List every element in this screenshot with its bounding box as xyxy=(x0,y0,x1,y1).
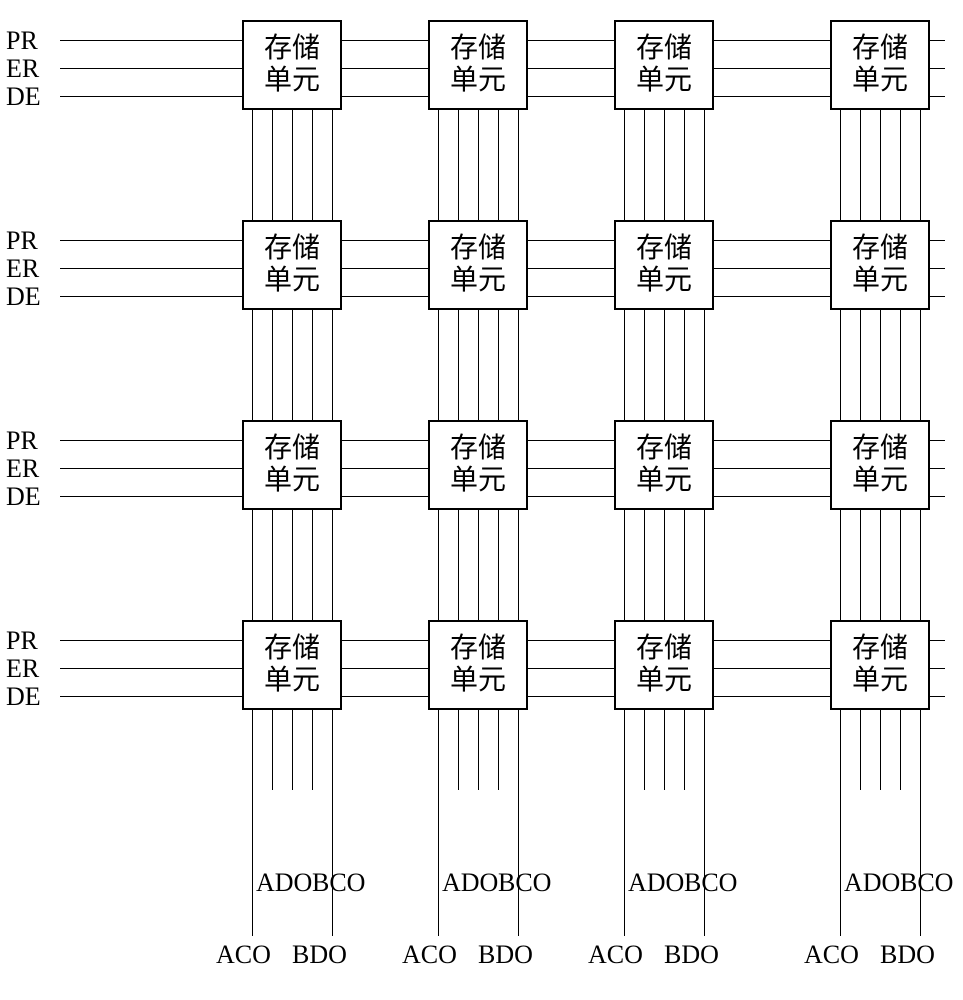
cell-label-line1: 存储 xyxy=(636,33,692,65)
cell-label-line1: 存储 xyxy=(264,233,320,265)
storage-cell: 存储单元 xyxy=(614,20,714,110)
cell-label-line1: 存储 xyxy=(450,433,506,465)
storage-cell: 存储单元 xyxy=(242,220,342,310)
cell-label-line1: 存储 xyxy=(852,233,908,265)
cell-label-line2: 单元 xyxy=(264,465,320,497)
cell-label-line1: 存储 xyxy=(450,33,506,65)
cell-label-line1: 存储 xyxy=(264,33,320,65)
col-bottom-label-upper: BCO xyxy=(498,868,551,898)
row-signal-label: DE xyxy=(6,482,41,512)
row-signal-label: ER xyxy=(6,454,39,484)
storage-cell: 存储单元 xyxy=(614,220,714,310)
col-bottom-label-lower: BDO xyxy=(880,940,935,970)
cell-label-line2: 单元 xyxy=(852,65,908,97)
cell-label-line1: 存储 xyxy=(636,233,692,265)
col-signal-stub xyxy=(704,860,705,936)
cell-label-line1: 存储 xyxy=(450,633,506,665)
col-bottom-label-lower: ACO xyxy=(216,940,271,970)
col-bottom-label-upper: ADO xyxy=(442,868,498,898)
col-bottom-label-lower: ACO xyxy=(804,940,859,970)
row-signal-label: DE xyxy=(6,282,41,312)
cell-label-line1: 存储 xyxy=(636,633,692,665)
col-signal-stub xyxy=(332,860,333,936)
row-signal-label: ER xyxy=(6,254,39,284)
row-signal-label: ER xyxy=(6,654,39,684)
col-bottom-label-lower: ACO xyxy=(588,940,643,970)
col-bottom-label-lower: ACO xyxy=(402,940,457,970)
storage-cell: 存储单元 xyxy=(614,620,714,710)
cell-label-line2: 单元 xyxy=(450,465,506,497)
col-signal-stub xyxy=(840,860,841,936)
cell-label-line2: 单元 xyxy=(264,265,320,297)
col-bottom-label-upper: BCO xyxy=(900,868,953,898)
row-signal-label: DE xyxy=(6,82,41,112)
cell-label-line2: 单元 xyxy=(450,665,506,697)
cell-label-line2: 单元 xyxy=(852,465,908,497)
row-signal-label: PR xyxy=(6,26,38,56)
cell-label-line2: 单元 xyxy=(264,65,320,97)
cell-label-line1: 存储 xyxy=(450,233,506,265)
cell-label-line2: 单元 xyxy=(852,665,908,697)
cell-label-line2: 单元 xyxy=(636,665,692,697)
row-signal-label: DE xyxy=(6,682,41,712)
cell-label-line2: 单元 xyxy=(636,465,692,497)
cell-label-line1: 存储 xyxy=(852,633,908,665)
col-bottom-label-lower: BDO xyxy=(478,940,533,970)
col-bottom-label-upper: ADO xyxy=(256,868,312,898)
cell-label-line1: 存储 xyxy=(636,433,692,465)
col-signal-stub xyxy=(920,860,921,936)
col-signal-stub xyxy=(252,860,253,936)
storage-cell: 存储单元 xyxy=(428,620,528,710)
storage-cell: 存储单元 xyxy=(830,20,930,110)
row-signal-label: PR xyxy=(6,226,38,256)
cell-label-line2: 单元 xyxy=(450,265,506,297)
storage-cell: 存储单元 xyxy=(830,620,930,710)
storage-cell: 存储单元 xyxy=(242,620,342,710)
cell-label-line2: 单元 xyxy=(636,65,692,97)
diagram-canvas: PRERDEPRERDEPRERDEPRERDE存储单元存储单元存储单元存储单元… xyxy=(0,0,963,1000)
storage-cell: 存储单元 xyxy=(242,20,342,110)
row-signal-label: ER xyxy=(6,54,39,84)
row-signal-label: PR xyxy=(6,626,38,656)
col-bottom-label-lower: BDO xyxy=(664,940,719,970)
storage-cell: 存储单元 xyxy=(614,420,714,510)
storage-cell: 存储单元 xyxy=(428,420,528,510)
cell-label-line2: 单元 xyxy=(636,265,692,297)
cell-label-line1: 存储 xyxy=(852,33,908,65)
row-signal-label: PR xyxy=(6,426,38,456)
col-bottom-label-upper: BCO xyxy=(684,868,737,898)
storage-cell: 存储单元 xyxy=(428,220,528,310)
storage-cell: 存储单元 xyxy=(242,420,342,510)
cell-label-line2: 单元 xyxy=(852,265,908,297)
col-bottom-label-upper: BCO xyxy=(312,868,365,898)
col-bottom-label-lower: BDO xyxy=(292,940,347,970)
cell-label-line1: 存储 xyxy=(264,433,320,465)
storage-cell: 存储单元 xyxy=(830,220,930,310)
col-signal-stub xyxy=(438,860,439,936)
col-signal-stub xyxy=(518,860,519,936)
cell-label-line2: 单元 xyxy=(264,665,320,697)
col-signal-stub xyxy=(624,860,625,936)
storage-cell: 存储单元 xyxy=(830,420,930,510)
cell-label-line2: 单元 xyxy=(450,65,506,97)
col-bottom-label-upper: ADO xyxy=(628,868,684,898)
cell-label-line1: 存储 xyxy=(264,633,320,665)
col-bottom-label-upper: ADO xyxy=(844,868,900,898)
storage-cell: 存储单元 xyxy=(428,20,528,110)
cell-label-line1: 存储 xyxy=(852,433,908,465)
